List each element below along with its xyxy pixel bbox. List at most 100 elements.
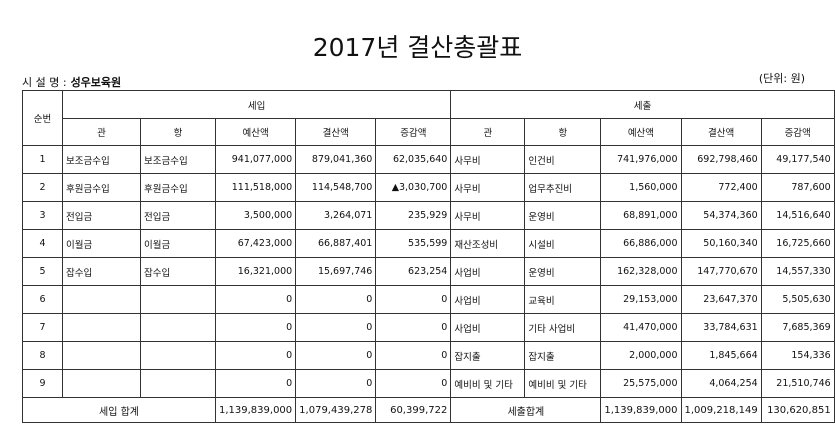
table-row: 7 0 0 0 사업비 기타 사업비 41,470,000 33,784,631 7,685,3… [22, 313, 835, 342]
table-cell: 6 [22, 285, 63, 314]
table-cell: 8 [22, 341, 63, 370]
table-cell: 54,374,360 [680, 201, 762, 230]
table-cell: 787,600 [760, 173, 835, 202]
facility-label: 시 설 명 : [22, 76, 67, 89]
unit: (단위: 원) [758, 72, 805, 85]
table-cell: 114,548,700 [295, 173, 377, 202]
table-cell: 0 [295, 369, 377, 398]
table-cell: 후원금수입 [140, 173, 216, 202]
table-cell [62, 369, 141, 398]
table-cell: 3 [22, 201, 63, 230]
table-cell: 25,575,000 [600, 369, 682, 398]
table-cell: 0 [214, 285, 297, 314]
table-cell: 68,891,000 [600, 201, 682, 230]
table-cell: 세입 [61, 90, 452, 119]
table-cell: 1,139,839,000 [600, 397, 682, 423]
table-cell: 2 [22, 173, 63, 202]
table-row: 순번 세입 세출 [22, 90, 835, 146]
table-cell: 23,647,370 [680, 285, 762, 314]
table-cell: 0 [214, 369, 297, 398]
table-cell: 증감액 [760, 118, 835, 146]
table-cell: 재산조성비 [450, 229, 526, 258]
table-cell: 623,254 [375, 257, 452, 286]
table-cell: 기타 사업비 [524, 313, 602, 342]
table-cell: 130,620,851 [760, 397, 835, 423]
table-cell: 3,264,071 [295, 201, 377, 230]
table-row: 8 0 0 0 잡지출 잡지출 2,000,000 1,845,664 154,336 [22, 341, 835, 370]
table-cell: 5,505,630 [760, 285, 835, 314]
table-cell [62, 341, 141, 370]
facility-name: 성우보육원 [70, 76, 122, 89]
table-cell: 49,177,540 [760, 145, 835, 174]
table-cell: 9 [22, 369, 63, 398]
table-cell: 941,077,000 [214, 145, 297, 174]
table-row: 1 보조금수입 보조금수입 941,077,000 879,041,360 62,035,… [22, 145, 835, 174]
table-cell: 예비비 및 기타 [450, 369, 526, 398]
table-cell: 62,035,640 [375, 145, 452, 174]
table-cell: 147,770,670 [680, 257, 762, 286]
table-cell: 15,697,746 [295, 257, 377, 286]
table-cell: 예비비 및 기타 [524, 369, 602, 398]
table-cell: 2,000,000 [600, 341, 682, 370]
table-cell: 154,336 [760, 341, 835, 370]
table-cell: 잡수입 [140, 257, 216, 286]
table-cell: 29,153,000 [600, 285, 682, 314]
table-cell: 14,557,330 [760, 257, 835, 286]
table-cell: 41,470,000 [600, 313, 682, 342]
table-cell: 1 [22, 145, 63, 174]
table-cell: 관 [62, 118, 141, 146]
table-row: 3 전입금 전입금 3,500,000 3,264,071 235,929 사무비 운영비 68… [22, 201, 835, 230]
table-cell: 인건비 [524, 145, 602, 174]
table-cell: 0 [214, 313, 297, 342]
table-cell: 전입금 [62, 201, 141, 230]
table-cell: 66,887,401 [295, 229, 377, 258]
table-cell: 잡지출 [524, 341, 602, 370]
table-cell: 692,798,460 [680, 145, 762, 174]
table-cell [140, 341, 216, 370]
table-row: 4 이월금 이월금 67,423,000 66,887,401 535,599 재산조성비 시… [22, 229, 835, 258]
table-cell [62, 285, 141, 314]
table-cell: 0 [295, 313, 377, 342]
table-cell: 교육비 [524, 285, 602, 314]
table-cell: 세출합계 [450, 397, 602, 423]
table-cell: 사무비 [450, 201, 526, 230]
table-row: 9 0 0 0 예비비 및 기타 예비비 및 기타 25,575,000 4,064,254 2… [22, 369, 835, 398]
table-cell: 전입금 [140, 201, 216, 230]
table-cell: 결산액 [680, 118, 762, 146]
table-cell: 3,500,000 [214, 201, 297, 230]
table-cell: 0 [295, 341, 377, 370]
table-row: 5 잡수입 잡수입 16,321,000 15,697,746 623,254 사업비 운영비… [22, 257, 835, 286]
table-cell: 업무추진비 [524, 173, 602, 202]
table-cell: 33,784,631 [680, 313, 762, 342]
table-cell: 사업비 [450, 257, 526, 286]
table-cell: ▲3,030,700 [375, 173, 452, 202]
table-cell: 772,400 [680, 173, 762, 202]
table-cell: 60,399,722 [375, 397, 452, 423]
table-cell: 7,685,369 [760, 313, 835, 342]
table-cell: 예산액 [600, 118, 682, 146]
table-cell: 50,160,340 [680, 229, 762, 258]
table-cell: 0 [375, 313, 452, 342]
table-cell: 0 [295, 285, 377, 314]
table-cell: 잡지출 [450, 341, 526, 370]
table-cell [62, 313, 141, 342]
table-cell: 항 [140, 118, 216, 146]
facility: 시 설 명 : 성우보육원 [22, 74, 121, 90]
table-cell: 예산액 [214, 118, 297, 146]
table-cell: 잡수입 [62, 257, 141, 286]
table-cell: 1,079,439,278 [295, 397, 377, 423]
table-cell [140, 313, 216, 342]
table-cell: 운영비 [524, 257, 602, 286]
table-cell: 순번 [22, 90, 63, 146]
table-cell: 0 [375, 369, 452, 398]
summary-table: 순번 세입 세출 관 항 예산액 결산액 증감액 관 항 예산액 결산액 증감액 1 보조금수입 보조금수입 9… [22, 90, 835, 423]
table-cell: 결산액 [295, 118, 377, 146]
table-cell: 162,328,000 [600, 257, 682, 286]
table-cell: 7 [22, 313, 63, 342]
table-cell: 사업비 [450, 285, 526, 314]
table-cell: 66,886,000 [600, 229, 682, 258]
table-row: 2 후원금수입 후원금수입 111,518,000 114,548,700 ▲3,030,… [22, 173, 835, 202]
table-cell: 보조금수입 [140, 145, 216, 174]
table-cell: 세출 [450, 90, 835, 119]
